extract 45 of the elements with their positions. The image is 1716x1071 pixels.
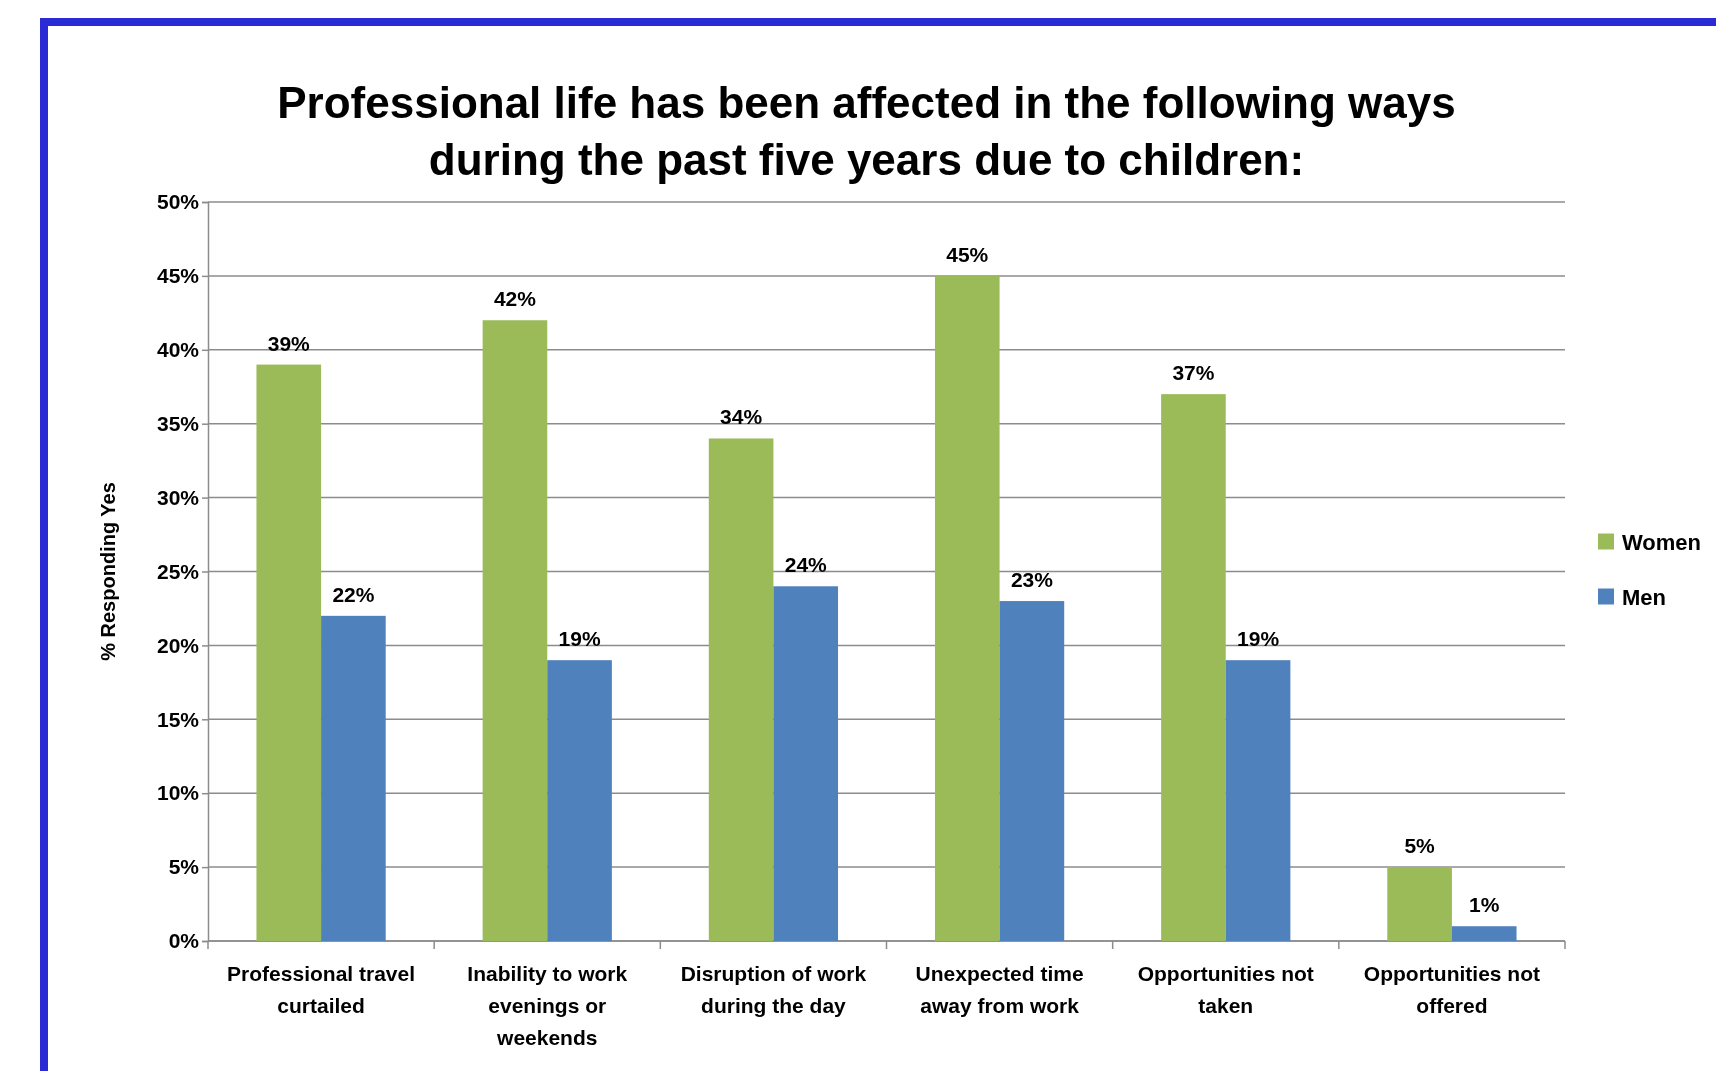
y-tick-label: 45% (156, 264, 200, 288)
y-tick-label: 20% (156, 633, 200, 657)
data-label: 24% (784, 553, 828, 577)
legend-label: Men (1622, 584, 1666, 610)
x-tick-label: Disruption of work during the day (680, 962, 867, 1017)
data-label: 34% (720, 405, 763, 429)
x-tick-label: Inability to work evenings or weekends (467, 962, 628, 1049)
bar (999, 601, 1065, 941)
bar (934, 275, 1000, 941)
data-label: 45% (946, 242, 989, 266)
bar (482, 320, 548, 941)
bar (256, 364, 322, 941)
legend-label: Women (1622, 529, 1702, 555)
bar (1161, 394, 1226, 941)
data-label: 19% (558, 627, 601, 651)
y-tick-label: 30% (156, 485, 200, 509)
data-label: 5% (1404, 834, 1436, 858)
bar (773, 586, 839, 941)
y-tick-label: 40% (156, 338, 200, 362)
data-label: 19% (1237, 627, 1280, 651)
data-label: 37% (1172, 361, 1215, 385)
data-label: 39% (267, 331, 311, 355)
y-axis-title: % Responding Yes (97, 482, 119, 661)
y-tick-label: 5% (168, 855, 200, 879)
y-tick-label: 15% (156, 707, 200, 731)
x-tick-label: Unexpected time away from work (915, 962, 1084, 1017)
bar (708, 438, 774, 941)
chart-title: Professional life has been affected in the following ways during the past five years due to children: (277, 78, 1456, 184)
data-label: 42% (493, 287, 537, 311)
y-tick-label: 0% (168, 929, 200, 953)
bar (1451, 926, 1517, 941)
y-tick-label: 50% (156, 190, 200, 214)
bar (1225, 660, 1291, 941)
y-tick-label: 10% (156, 781, 200, 805)
bar (1387, 867, 1452, 941)
x-tick-label: Professional travel curtailed (227, 962, 416, 1017)
data-label: 22% (332, 582, 375, 606)
y-tick-label: 25% (156, 559, 200, 583)
x-tick-label: Opportunities not taken (1137, 962, 1314, 1017)
bar (547, 660, 612, 941)
y-tick-label: 35% (156, 411, 200, 435)
data-label: 1% (1469, 893, 1500, 917)
x-tick-label: Opportunities not offered (1363, 962, 1540, 1017)
data-label: 23% (1010, 568, 1054, 592)
bar (321, 615, 386, 941)
